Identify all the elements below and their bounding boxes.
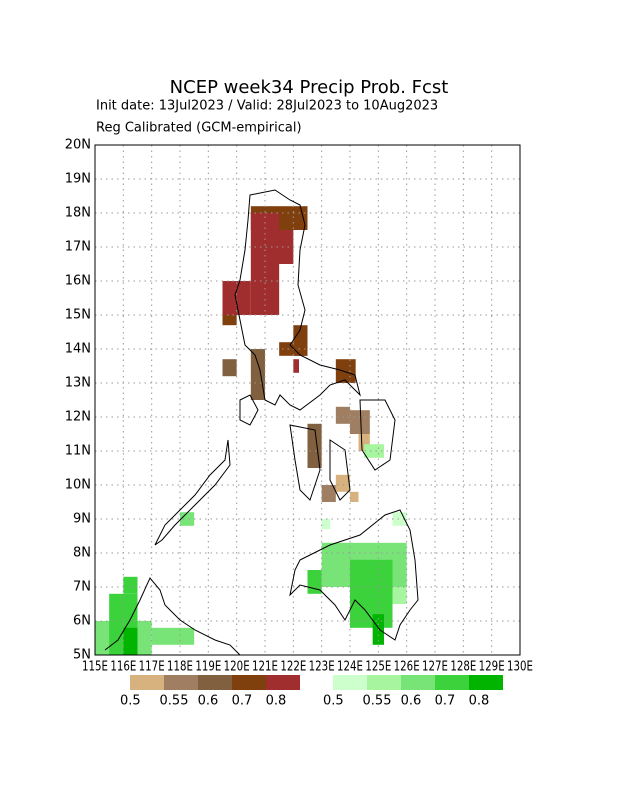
legend-label: 0.7 [435, 694, 456, 709]
prob-cell [335, 359, 356, 383]
legend-swatch [164, 675, 198, 690]
legend-label: 0.6 [401, 694, 422, 709]
coast-visayas [289, 399, 396, 501]
prob-cell [265, 230, 294, 264]
subtitle: Init date: 13Jul2023 / Valid: 28Jul2023 … [96, 99, 438, 114]
prob-cell [222, 359, 237, 377]
x-tick-label: 120E [224, 660, 250, 675]
legend: 0.5 0.55 0.6 0.7 0.8 0.5 0.55 0.6 0.7 0.8 [120, 675, 503, 709]
legend-swatch [232, 675, 266, 690]
y-tick-label: 7N [73, 580, 91, 595]
legend-label: 0.7 [232, 694, 253, 709]
legend-label: 0.6 [198, 694, 219, 709]
y-tick-label: 12N [65, 410, 91, 425]
prob-cell [350, 410, 370, 434]
y-tick-label: 6N [73, 614, 91, 629]
y-tick-label: 8N [73, 546, 91, 561]
coast-luzon [234, 189, 361, 411]
prob-cell [123, 627, 138, 655]
coast-palawan [154, 439, 231, 546]
legend-label: 0.5 [120, 694, 141, 709]
prob-cell [358, 434, 370, 451]
coast-mindanao [289, 509, 419, 641]
coastline [104, 189, 419, 656]
x-tick-label: 123E [309, 660, 335, 675]
y-tick-label: 9N [73, 512, 91, 527]
legend-swatch [130, 675, 164, 690]
y-tick-label: 5N [73, 648, 91, 663]
prob-cell [350, 559, 393, 628]
legend-label: 0.55 [160, 694, 189, 709]
y-tick-label: 10N [65, 478, 91, 493]
x-tick-label: 130E [507, 660, 533, 675]
y-tick-label: 20N [65, 138, 91, 153]
y-tick-label: 17N [65, 240, 91, 255]
x-tick-label: 124E [337, 660, 363, 675]
y-tick-label: 18N [65, 206, 91, 221]
x-tick-label: 121E [252, 660, 278, 675]
cells [95, 206, 407, 655]
legend-swatch [266, 675, 300, 690]
prob-cell [335, 406, 350, 424]
y-tick-label: 19N [65, 172, 91, 187]
x-tick-label: 119E [195, 660, 221, 675]
coast-borneo [104, 577, 241, 656]
prob-cell [321, 485, 336, 502]
legend-label: 0.8 [469, 694, 490, 709]
x-tick-label: 118E [167, 660, 193, 675]
x-tick-label: 122E [280, 660, 306, 675]
prob-cell [293, 359, 299, 373]
x-tick-label: 115E [82, 660, 108, 675]
prob-cell [321, 519, 331, 530]
prob-cell [123, 576, 138, 594]
prob-cell [350, 491, 359, 502]
coast-mindoro [239, 394, 259, 426]
x-tick-label: 116E [110, 660, 136, 675]
legend-swatch [469, 675, 503, 690]
legend-swatch [367, 675, 401, 690]
legend-swatch [333, 675, 367, 690]
prob-cell [180, 512, 195, 526]
y-tick-label: 13N [65, 376, 91, 391]
title: NCEP week34 Precip Prob. Fcst [170, 77, 449, 98]
prob-cell [335, 474, 350, 492]
x-tick-label: 128E [450, 660, 476, 675]
legend-swatch [435, 675, 469, 690]
x-tick-label: 125E [365, 660, 391, 675]
y-tick-label: 14N [65, 342, 91, 357]
x-tick-label: 129E [479, 660, 505, 675]
x-tick-label: 117E [139, 660, 165, 675]
legend-label: 0.8 [266, 694, 287, 709]
x-tick-label: 126E [394, 660, 420, 675]
legend-label: 0.55 [363, 694, 392, 709]
legend-swatch [198, 675, 232, 690]
frame [94, 144, 521, 656]
legend-label: 0.5 [323, 694, 344, 709]
prob-cell [250, 349, 265, 400]
prob-cell [222, 281, 251, 315]
note: Reg Calibrated (GCM-empirical) [96, 121, 302, 136]
prob-cell [364, 444, 384, 458]
x-tick-label: 127E [422, 660, 448, 675]
y-tick-label: 15N [65, 308, 91, 323]
y-tick-label: 11N [65, 444, 91, 459]
y-tick-label: 16N [65, 274, 91, 289]
prob-cell [151, 627, 195, 645]
legend-swatch [401, 675, 435, 690]
